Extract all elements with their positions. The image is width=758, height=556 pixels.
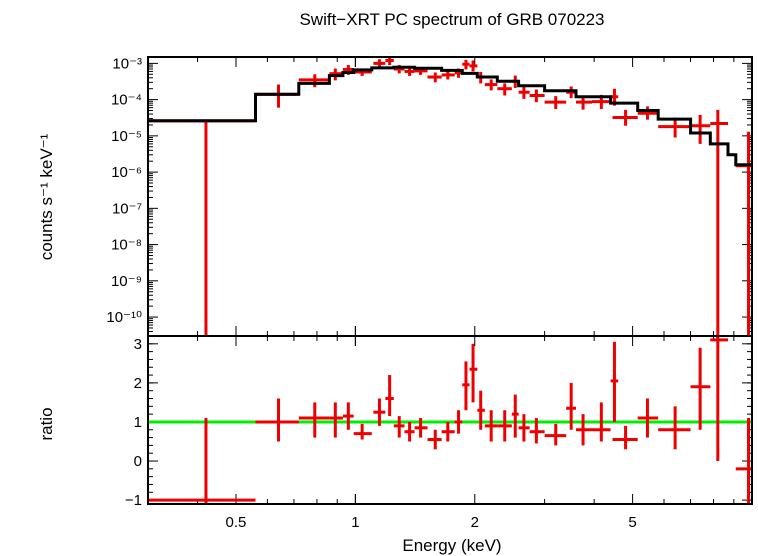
data-point <box>298 74 330 88</box>
data-point <box>255 398 299 442</box>
y-axis-label-spectrum: counts s⁻¹ keV⁻¹ <box>37 133 56 260</box>
data-point <box>484 79 498 91</box>
data-point <box>484 410 498 442</box>
data-point <box>329 402 343 438</box>
data-point <box>373 398 386 426</box>
data-point <box>735 418 752 504</box>
y-tick-label: 10⁻⁷ <box>112 200 142 217</box>
data-point <box>710 109 729 336</box>
plot-area <box>148 57 752 336</box>
data-point <box>710 336 729 462</box>
data-point <box>298 402 330 438</box>
data-point <box>385 375 394 417</box>
data-point <box>658 117 691 138</box>
data-point <box>454 410 463 434</box>
data-point <box>576 414 593 446</box>
data-point <box>518 414 530 442</box>
data-point <box>441 70 455 80</box>
data-point <box>637 106 659 120</box>
y-tick-label: 10⁻⁵ <box>111 128 142 145</box>
y-tick-label: 1 <box>134 414 142 431</box>
data-point <box>427 72 442 83</box>
data-point <box>414 418 428 438</box>
data-point <box>255 84 299 108</box>
data-point <box>477 390 485 430</box>
data-point <box>610 341 619 422</box>
ratio-panel: −1 0 1 2 3 0.5 1 2 5 <box>125 335 753 531</box>
x-tick-label: 2 <box>471 514 479 531</box>
x-tick-label: 0.5 <box>226 514 247 531</box>
data-point <box>637 398 659 438</box>
y-tick-label: 10⁻⁶ <box>111 164 142 181</box>
data-point <box>658 406 691 450</box>
y-tick-label: 10⁻⁸ <box>111 237 142 254</box>
plot-area <box>148 336 752 504</box>
data-point <box>518 86 530 99</box>
data-point <box>353 423 372 440</box>
panel-frame <box>147 56 753 337</box>
data-point <box>544 423 567 446</box>
data-point <box>148 119 256 336</box>
data-point <box>462 361 470 411</box>
data-point <box>529 418 545 444</box>
data-point <box>393 416 405 438</box>
data-point <box>690 347 711 430</box>
y-tick-label: 0 <box>134 453 142 470</box>
data-point <box>592 402 611 442</box>
data-point <box>529 89 545 103</box>
data-point <box>148 418 256 504</box>
x-tick-label: 5 <box>628 514 636 531</box>
y-tick-label: 2 <box>134 375 142 392</box>
y-tick-label: 10⁻³ <box>112 55 142 72</box>
data-point <box>441 421 455 442</box>
data-point <box>612 109 638 126</box>
data-point <box>511 394 519 438</box>
spectrum-panel: 10⁻³ 10⁻⁴ 10⁻⁵ 10⁻⁶ 10⁻⁷ 10⁻⁸ 10⁻⁹ 10⁻¹⁰ <box>106 55 753 337</box>
data-point <box>342 402 354 430</box>
y-axis-label-ratio: ratio <box>37 407 56 440</box>
x-tick-label: 1 <box>351 514 359 531</box>
chart-title: Swift−XRT PC spectrum of GRB 070223 <box>299 10 604 29</box>
y-tick-label: 3 <box>134 336 142 353</box>
y-tick-label: −1 <box>125 492 142 509</box>
data-point <box>497 83 512 96</box>
data-point <box>404 421 415 442</box>
y-tick-label: 10⁻⁹ <box>111 273 142 290</box>
panel-frame <box>147 335 753 505</box>
data-point <box>612 425 638 450</box>
data-point <box>385 57 394 66</box>
data-point <box>690 114 711 144</box>
data-point <box>544 96 567 110</box>
data-point <box>469 60 478 72</box>
y-tick-label: 10⁻⁴ <box>111 92 142 109</box>
data-point <box>427 429 442 450</box>
data-point <box>462 59 470 70</box>
x-axis-label: Energy (keV) <box>402 536 501 555</box>
data-point <box>497 410 512 442</box>
y-tick-label: 10⁻¹⁰ <box>106 309 142 326</box>
data-point <box>566 382 577 430</box>
model-step-line <box>148 65 752 167</box>
data-point <box>469 343 478 403</box>
